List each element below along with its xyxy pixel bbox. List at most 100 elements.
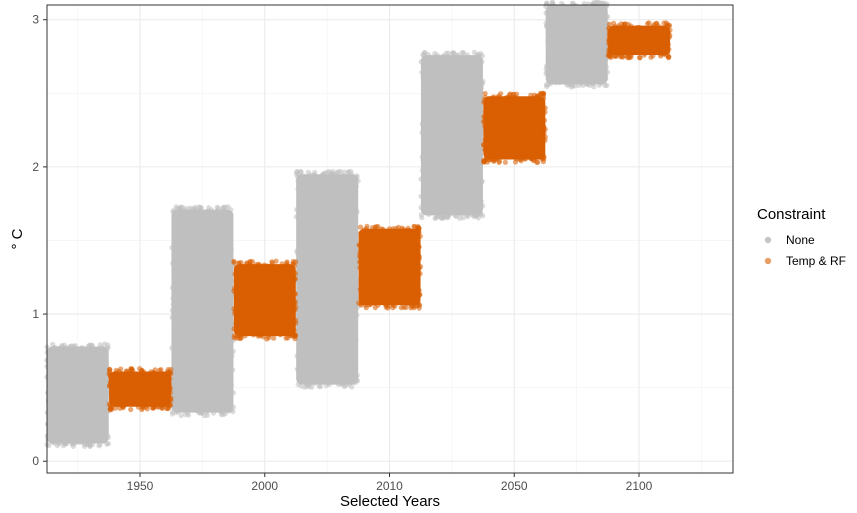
data-point bbox=[52, 440, 58, 446]
data-point bbox=[541, 153, 547, 159]
data-point bbox=[353, 183, 359, 189]
data-point bbox=[542, 105, 548, 111]
data-point bbox=[170, 260, 176, 266]
data-point bbox=[218, 209, 224, 215]
data-point bbox=[64, 345, 70, 351]
legend: Constraint None Temp & RF bbox=[757, 206, 846, 268]
data-point bbox=[445, 50, 451, 56]
data-point bbox=[307, 381, 313, 387]
strip-body-2100 bbox=[545, 5, 608, 85]
data-point bbox=[511, 91, 517, 98]
data-point bbox=[232, 271, 238, 277]
data-point bbox=[358, 230, 364, 236]
data-point bbox=[380, 226, 386, 232]
data-point bbox=[243, 261, 250, 267]
data-point bbox=[417, 233, 423, 239]
data-point bbox=[607, 52, 613, 58]
data-point bbox=[606, 21, 613, 27]
data-point bbox=[605, 69, 611, 75]
y-tick-label: 1 bbox=[32, 307, 39, 321]
data-point bbox=[292, 333, 298, 340]
data-point bbox=[283, 335, 289, 341]
data-point bbox=[135, 404, 141, 410]
data-point bbox=[59, 342, 65, 349]
data-point bbox=[419, 130, 425, 136]
data-point bbox=[545, 30, 551, 36]
data-point bbox=[170, 301, 176, 307]
data-point bbox=[175, 409, 181, 415]
data-point bbox=[603, 13, 610, 19]
data-point bbox=[330, 173, 336, 179]
data-point bbox=[496, 93, 502, 99]
data-point bbox=[139, 369, 145, 375]
data-point bbox=[103, 360, 109, 366]
data-point bbox=[415, 276, 421, 282]
data-point bbox=[395, 224, 402, 230]
data-point bbox=[434, 213, 440, 219]
data-point bbox=[228, 246, 234, 252]
data-point bbox=[93, 437, 99, 444]
data-point bbox=[406, 300, 412, 306]
data-point bbox=[420, 73, 426, 79]
data-point bbox=[63, 438, 69, 444]
data-point bbox=[232, 285, 238, 291]
data-point bbox=[481, 159, 487, 165]
data-point bbox=[580, 82, 586, 88]
data-point bbox=[229, 353, 235, 359]
data-point bbox=[353, 338, 359, 344]
data-point bbox=[229, 292, 235, 298]
data-point bbox=[334, 379, 340, 385]
data-point bbox=[242, 333, 248, 339]
data-point bbox=[361, 227, 367, 233]
data-point bbox=[118, 366, 124, 372]
data-point bbox=[479, 59, 485, 65]
data-point bbox=[545, 16, 551, 22]
data-point bbox=[637, 54, 643, 61]
data-point bbox=[45, 390, 51, 396]
data-point bbox=[69, 441, 75, 447]
data-point bbox=[478, 137, 484, 143]
data-point bbox=[415, 298, 421, 304]
data-point bbox=[293, 259, 299, 265]
data-point bbox=[290, 321, 296, 327]
strip-body-2050 bbox=[420, 55, 483, 216]
data-point bbox=[292, 276, 298, 282]
data-point bbox=[294, 366, 300, 372]
data-point bbox=[233, 312, 240, 318]
data-point bbox=[529, 156, 535, 162]
data-point bbox=[205, 407, 211, 413]
data-point bbox=[353, 274, 359, 280]
data-point bbox=[228, 367, 234, 373]
data-point bbox=[228, 374, 234, 380]
data-point bbox=[478, 211, 484, 217]
data-point bbox=[417, 264, 424, 270]
data-point bbox=[295, 229, 301, 235]
y-tick-label: 0 bbox=[32, 454, 39, 468]
data-point bbox=[615, 25, 621, 31]
data-point bbox=[272, 264, 278, 270]
data-point bbox=[358, 276, 364, 282]
data-point bbox=[145, 402, 152, 408]
strip-body-2000 bbox=[233, 264, 296, 337]
data-point bbox=[418, 205, 424, 211]
data-point bbox=[294, 353, 300, 359]
data-point bbox=[106, 401, 112, 407]
data-point bbox=[171, 331, 177, 338]
data-point bbox=[543, 10, 549, 16]
data-point bbox=[233, 264, 239, 270]
data-point bbox=[123, 368, 129, 374]
data-point bbox=[603, 75, 609, 81]
data-point bbox=[354, 209, 360, 215]
data-point bbox=[403, 304, 409, 311]
data-point bbox=[635, 24, 641, 31]
data-point bbox=[539, 128, 546, 134]
data-point bbox=[287, 330, 293, 337]
series-temp-rf bbox=[106, 20, 673, 413]
data-point bbox=[491, 94, 497, 100]
data-point bbox=[491, 157, 497, 163]
data-point bbox=[546, 67, 552, 73]
data-point bbox=[570, 4, 576, 10]
data-point bbox=[155, 404, 161, 410]
data-point bbox=[482, 119, 488, 125]
data-point bbox=[89, 342, 95, 348]
